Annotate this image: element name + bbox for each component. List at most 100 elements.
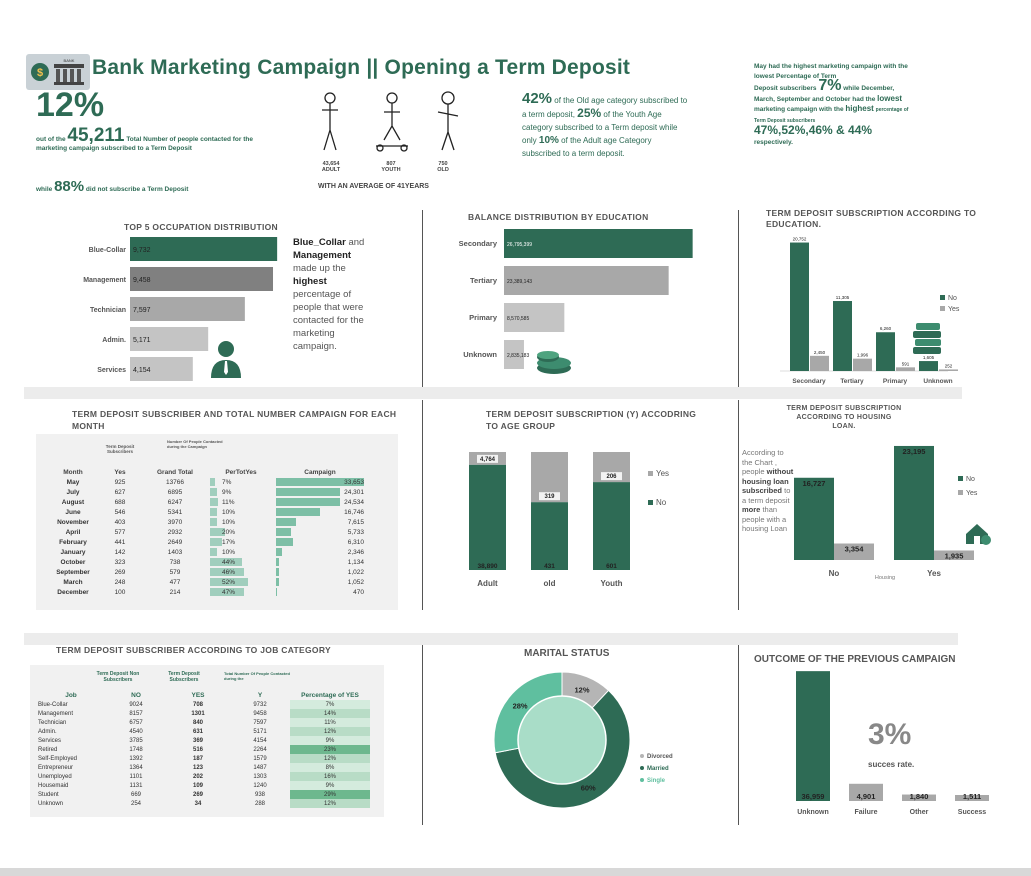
table-cell: 10% bbox=[208, 517, 274, 527]
may-insight-t6: respectively. bbox=[754, 138, 793, 146]
table-cell: 9% bbox=[290, 736, 370, 745]
table-cell: Self-Employed bbox=[38, 755, 78, 762]
table-cell: 23% bbox=[290, 745, 370, 754]
edu-bar-yes bbox=[853, 358, 872, 371]
pertotyes-label: 10% bbox=[222, 518, 236, 526]
job-title: TERM DEPOSIT SUBSCRIBER ACCORDING TO JOB… bbox=[56, 645, 331, 655]
kpi-text: out of the 45,211 Total Number of people… bbox=[36, 126, 276, 153]
edu-data-label: 1,605 bbox=[923, 355, 935, 360]
occupation-chart: Blue-Collar 9,732 Management 9,458 Technicia… bbox=[83, 237, 278, 381]
housing-note-3: to a term deposit bbox=[742, 486, 791, 505]
table-cell: Technician bbox=[38, 719, 67, 726]
kpi-text-post: Total Number of people contacted for the… bbox=[36, 136, 253, 152]
table-cell: 1,134 bbox=[274, 557, 366, 567]
may-insight-highest: highest bbox=[845, 104, 874, 113]
balance-category-label: Primary bbox=[469, 313, 498, 322]
legend-swatch bbox=[640, 766, 644, 770]
age-adult-value: 43,654 bbox=[322, 161, 340, 167]
kpi-total: 45,211 bbox=[67, 125, 125, 146]
table-cell: 1403 bbox=[167, 548, 183, 556]
outcome-chart: 36,959 Unknown 4,901 Failure 1,840 Other 1,511… bbox=[796, 671, 989, 816]
table-row: Housemaid 1131 109 1240 9% bbox=[36, 781, 370, 790]
legend-label: Yes bbox=[656, 469, 669, 478]
may-insight: May had the highest marketing campaign w… bbox=[754, 62, 914, 147]
marital-title: MARITAL STATUS bbox=[524, 648, 610, 659]
housing-category-label: Yes bbox=[927, 569, 941, 578]
coins-icon bbox=[537, 351, 571, 374]
table-cell: November bbox=[57, 518, 89, 526]
agegroup-category-label: Adult bbox=[477, 579, 498, 588]
table-cell: 254 bbox=[130, 800, 141, 807]
table-cell: 1301 bbox=[191, 710, 205, 717]
campaign-bar bbox=[276, 498, 341, 506]
agegroup-yes-label: 319 bbox=[544, 494, 555, 500]
edu-bar-yes bbox=[939, 369, 958, 371]
job-col-y: Y bbox=[257, 691, 263, 699]
table-cell: 8157 bbox=[129, 710, 143, 717]
agegroup-no-label: 431 bbox=[544, 563, 555, 570]
table-cell: 109 bbox=[192, 782, 203, 789]
pertotyes-label: 46% bbox=[222, 568, 236, 576]
table-cell: 123 bbox=[192, 764, 203, 771]
may-insight-t4: marketing campaign with the bbox=[754, 106, 844, 113]
table-cell: 6757 bbox=[129, 719, 143, 726]
kpi-text2: while 88% did not subscribe a Term Depos… bbox=[36, 178, 188, 195]
campaign-label: 2,346 bbox=[347, 548, 364, 556]
table-cell: 9732 bbox=[253, 701, 267, 708]
occupation-value-label: 9,458 bbox=[133, 277, 151, 284]
may-insight-lowest: lowest bbox=[877, 93, 903, 103]
occupation-note-b: and bbox=[348, 237, 365, 248]
housing-data-label: 1,935 bbox=[945, 551, 964, 560]
campaign-label: 1,134 bbox=[347, 558, 364, 566]
table-cell: 7% bbox=[208, 477, 274, 487]
campaign-bar bbox=[276, 518, 296, 526]
table-cell: August bbox=[61, 498, 85, 506]
agegroup-no-label: 38,890 bbox=[478, 563, 498, 570]
table-row: Services 3785 369 4154 9% bbox=[36, 736, 370, 745]
table-cell: 33,653 bbox=[274, 477, 366, 487]
table-cell: 47% bbox=[208, 587, 274, 597]
campaign-label: 24,301 bbox=[344, 488, 364, 496]
campaign-bar bbox=[276, 548, 283, 556]
pertotyes-bar bbox=[210, 538, 223, 546]
table-cell: 1487 bbox=[253, 764, 267, 771]
table-cell: 11% bbox=[290, 718, 370, 727]
marital-chart: 12% 60% 28% Divorced Married Single bbox=[493, 671, 673, 809]
table-cell: 5,733 bbox=[274, 527, 366, 537]
table-cell: 11% bbox=[208, 497, 274, 507]
table-cell: 938 bbox=[254, 791, 265, 798]
job-header-non: Term Deposit Non Subscribers bbox=[96, 671, 140, 683]
balance-bar bbox=[504, 266, 669, 295]
job-col-no: NO bbox=[131, 691, 141, 699]
may-insight-t2b: while bbox=[843, 85, 860, 92]
page-title: Bank Marketing Campaign || Opening a Ter… bbox=[92, 56, 631, 79]
table-cell: 7597 bbox=[253, 719, 267, 726]
table-cell: 269 bbox=[114, 568, 126, 576]
age-insight-p1: 42% bbox=[522, 90, 553, 107]
agegroup-no-label: 601 bbox=[606, 563, 617, 570]
table-cell: Unknown bbox=[38, 800, 64, 807]
table-cell: 546 bbox=[114, 508, 126, 516]
kpi-text2-post: did not subscribe a Term Deposit bbox=[85, 186, 189, 193]
month-header-num: Number Of People Contacted during the Ca… bbox=[167, 439, 223, 449]
occupation-note-e: highest bbox=[293, 276, 327, 287]
table-cell: 477 bbox=[169, 578, 181, 586]
job-table: Job NO YES Y Percentage of YES Blue-Coll… bbox=[36, 690, 370, 808]
edu-data-label: 6,260 bbox=[880, 326, 892, 331]
job-col-yes: YES bbox=[191, 691, 205, 699]
may-insight-t3: December, March, September and October h… bbox=[754, 85, 895, 103]
age-insight-t3: of the Adult age Category subscribed to … bbox=[522, 136, 652, 158]
occupation-category-label: Admin. bbox=[102, 337, 126, 344]
table-cell: 4540 bbox=[129, 728, 143, 735]
occupation-note-c: Management bbox=[293, 250, 352, 261]
table-row: Unknown 254 34 288 12% bbox=[36, 799, 370, 808]
occupation-note-d: made up the bbox=[293, 263, 346, 274]
table-cell: 579 bbox=[169, 568, 181, 576]
may-insight-t1: May had the highest marketing campaign w… bbox=[754, 63, 908, 80]
table-cell: 52% bbox=[208, 577, 274, 587]
table-cell: Services bbox=[38, 737, 62, 744]
balance-category-label: Secondary bbox=[459, 239, 498, 248]
table-cell: 46% bbox=[208, 567, 274, 577]
month-col-pertot: PerTotYes bbox=[225, 468, 257, 476]
marital-center-ring bbox=[517, 695, 607, 785]
